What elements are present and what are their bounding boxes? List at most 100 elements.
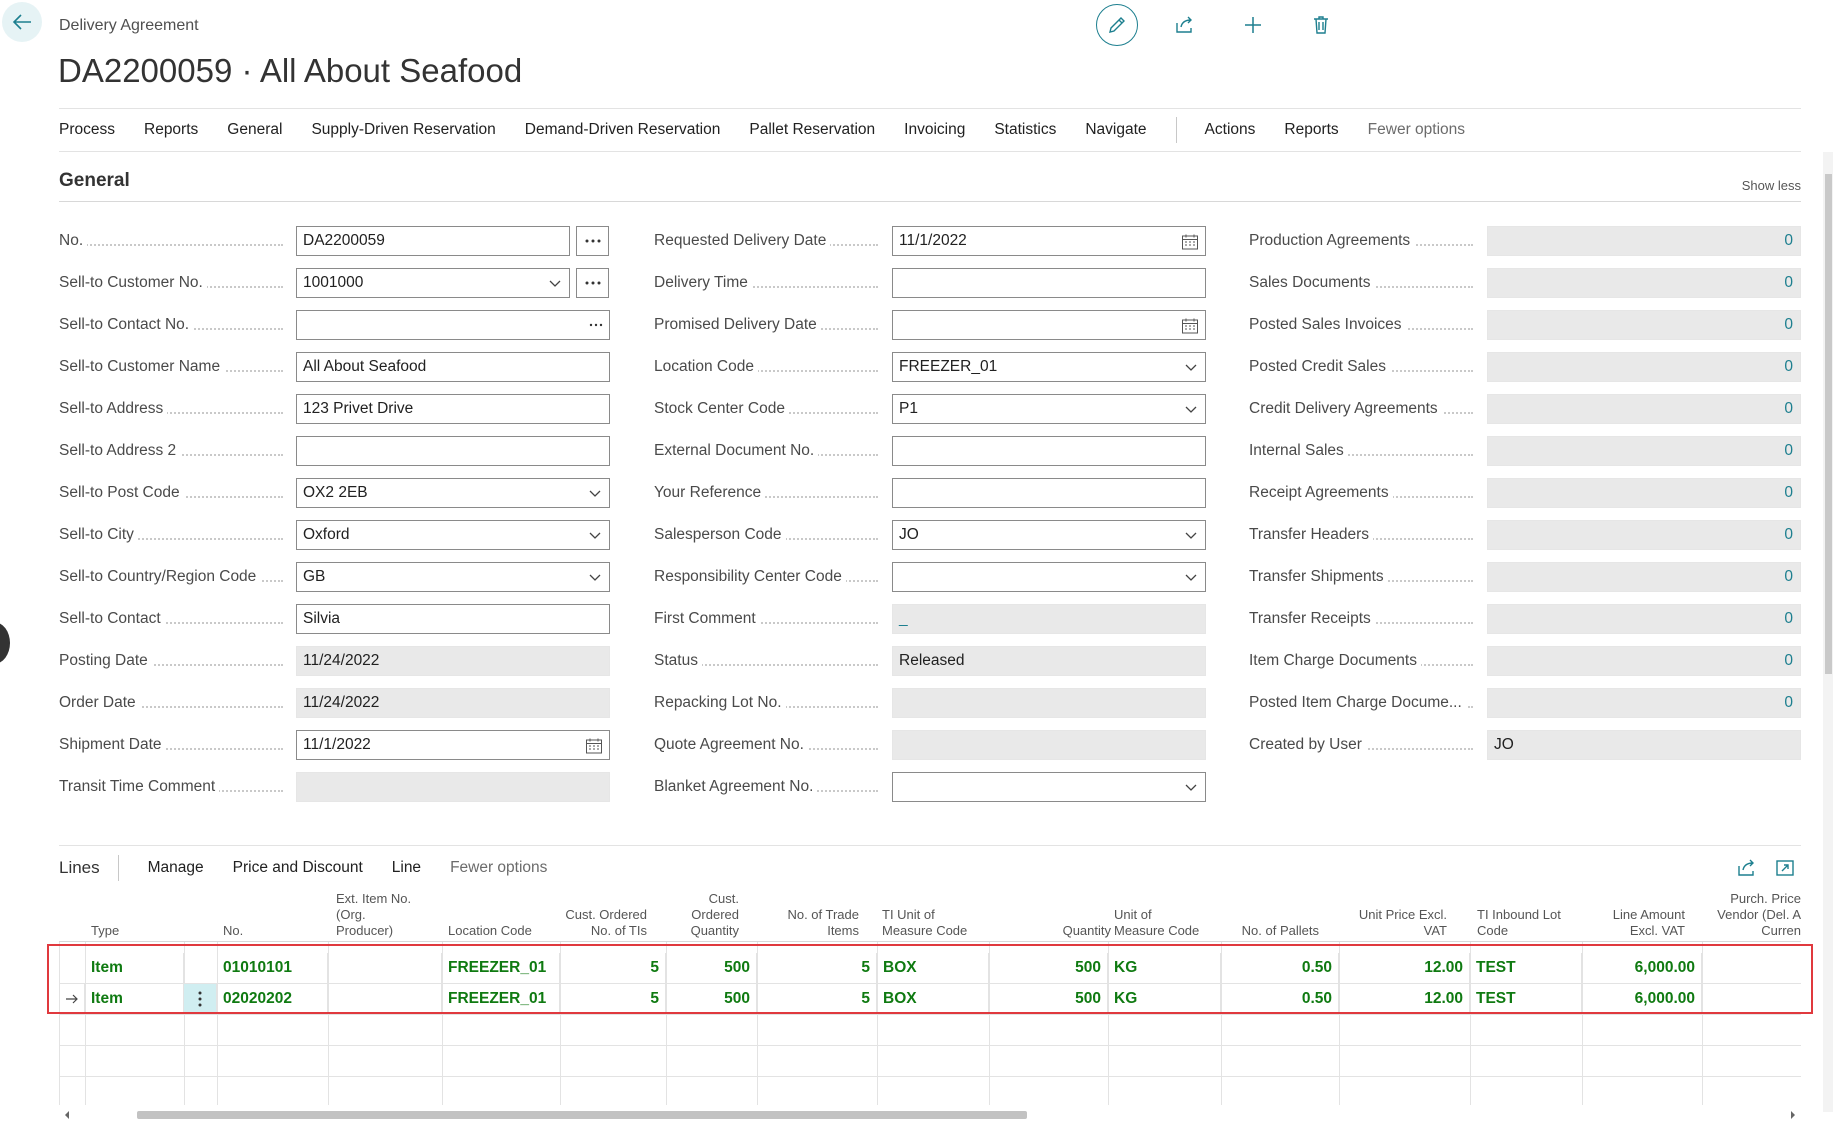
cell-unit-price[interactable]: 12.00: [1339, 953, 1470, 983]
cell-no-of-pallets[interactable]: 0.50: [1221, 984, 1339, 1014]
cell-location-code[interactable]: FREEZER_01: [442, 984, 560, 1014]
col-header-unit-of-measure[interactable]: Unit of Measure Code: [1114, 907, 1224, 939]
cell-unit-of-measure[interactable]: KG: [1108, 984, 1221, 1014]
menu-actions[interactable]: Actions: [1204, 121, 1256, 138]
cell-type[interactable]: Item: [85, 984, 184, 1014]
count-link[interactable]: 0: [1784, 568, 1793, 585]
your-reference-field[interactable]: [892, 478, 1206, 508]
col-header-no-of-pallets[interactable]: No. of Pallets: [1219, 923, 1319, 939]
lines-price-discount-menu[interactable]: Price and Discount: [232, 858, 363, 876]
cell-unit-of-measure[interactable]: KG: [1108, 953, 1221, 983]
delivery-time-field[interactable]: [892, 268, 1206, 298]
table-row[interactable]: Item 02020202 FREEZER_01 5 500 5 BOX 500…: [59, 984, 1801, 1015]
cell-ext-item-no[interactable]: [328, 984, 442, 1014]
cell-line-amount[interactable]: 6,000.00: [1582, 984, 1702, 1014]
cell-quantity[interactable]: 500: [989, 953, 1108, 983]
col-header-ti-inbound-lot[interactable]: TI Inbound Lot Code: [1477, 907, 1587, 939]
scroll-left-icon[interactable]: [63, 1110, 71, 1120]
col-header-unit-price[interactable]: Unit Price Excl. VAT: [1321, 907, 1447, 939]
sell-to-post-code-field[interactable]: OX2 2EB: [296, 478, 610, 508]
promised-delivery-date-field[interactable]: [892, 310, 1206, 340]
sell-to-contact-no-field[interactable]: [296, 310, 610, 340]
salesperson-code-field[interactable]: JO: [892, 520, 1206, 550]
sell-to-customer-name-field[interactable]: All About Seafood: [296, 352, 610, 382]
stock-center-code-field[interactable]: P1: [892, 394, 1206, 424]
scroll-right-icon[interactable]: [1789, 1110, 1797, 1120]
col-header-purch-price[interactable]: Purch. Price Vendor (Del. A Curren: [1699, 891, 1801, 939]
calendar-icon[interactable]: [1181, 233, 1199, 251]
menu-statistics[interactable]: Statistics: [994, 121, 1057, 138]
lines-manage-menu[interactable]: Manage: [147, 858, 204, 876]
share-icon[interactable]: [1737, 858, 1757, 878]
count-link[interactable]: 0: [1784, 694, 1793, 711]
vertical-scrollbar-thumb[interactable]: [1825, 174, 1832, 674]
menu-demand-driven-reservation[interactable]: Demand-Driven Reservation: [524, 121, 721, 138]
count-link[interactable]: 0: [1784, 652, 1793, 669]
cell-no[interactable]: 01010101: [217, 953, 328, 983]
count-link[interactable]: 0: [1784, 484, 1793, 501]
no-field[interactable]: DA2200059: [296, 226, 570, 256]
share-button[interactable]: [1164, 4, 1206, 46]
count-link[interactable]: 0: [1784, 274, 1793, 291]
responsibility-center-code-field[interactable]: [892, 562, 1206, 592]
cell-no-of-trade-items[interactable]: 5: [757, 984, 877, 1014]
count-link[interactable]: 0: [1784, 610, 1793, 627]
table-row-empty[interactable]: [59, 1015, 1801, 1046]
menu-navigate[interactable]: Navigate: [1085, 121, 1147, 138]
count-link[interactable]: 0: [1784, 400, 1793, 417]
sell-to-address-field[interactable]: 123 Privet Drive: [296, 394, 610, 424]
cell-unit-price[interactable]: 12.00: [1339, 984, 1470, 1014]
cell-ti-unit-of-measure[interactable]: BOX: [877, 984, 989, 1014]
menu-reports[interactable]: Reports: [144, 121, 199, 138]
cell-no[interactable]: 02020202: [217, 984, 328, 1014]
count-link[interactable]: 0: [1784, 442, 1793, 459]
lines-line-menu[interactable]: Line: [391, 858, 422, 876]
col-header-no-of-trade-items[interactable]: No. of Trade Items: [749, 907, 859, 939]
horizontal-scrollbar-thumb[interactable]: [137, 1111, 1027, 1119]
table-row-empty[interactable]: [59, 1077, 1801, 1105]
col-header-type[interactable]: Type: [91, 923, 171, 939]
requested-delivery-date-field[interactable]: 11/1/2022: [892, 226, 1206, 256]
location-code-field[interactable]: FREEZER_01: [892, 352, 1206, 382]
col-header-ti-unit-of-measure[interactable]: TI Unit of Measure Code: [882, 907, 992, 939]
count-link[interactable]: 0: [1784, 526, 1793, 543]
lines-section-title[interactable]: Lines: [59, 857, 100, 877]
general-section-title[interactable]: General: [59, 170, 130, 191]
cell-cust-ordered-tis[interactable]: 5: [560, 984, 666, 1014]
cell-location-code[interactable]: FREEZER_01: [442, 953, 560, 983]
delete-button[interactable]: [1300, 4, 1342, 46]
side-handle[interactable]: [0, 622, 10, 664]
expand-icon[interactable]: [1775, 858, 1795, 878]
menu-fewer-options[interactable]: Fewer options: [1367, 121, 1466, 138]
cell-ext-item-no[interactable]: [328, 953, 442, 983]
sell-to-contact-field[interactable]: Silvia: [296, 604, 610, 634]
count-link[interactable]: 0: [1784, 232, 1793, 249]
menu-pallet-reservation[interactable]: Pallet Reservation: [749, 121, 876, 138]
edit-button[interactable]: [1096, 4, 1138, 46]
new-button[interactable]: [1232, 4, 1274, 46]
cell-ti-inbound-lot[interactable]: TEST: [1470, 953, 1582, 983]
col-header-quantity[interactable]: Quantity: [1019, 923, 1111, 939]
menu-supply-driven-reservation[interactable]: Supply-Driven Reservation: [311, 121, 496, 138]
col-header-ext-item-no[interactable]: Ext. Item No. (Org. Producer): [336, 891, 436, 939]
menu-general[interactable]: General: [227, 121, 283, 138]
sell-to-address-2-field[interactable]: [296, 436, 610, 466]
calendar-icon[interactable]: [585, 737, 603, 755]
shipment-date-field[interactable]: 11/1/2022: [296, 730, 610, 760]
table-row[interactable]: Item 01010101 FREEZER_01 5 500 5 BOX 500…: [59, 953, 1801, 984]
cell-cust-ordered-tis[interactable]: 5: [560, 953, 666, 983]
sell-to-customer-no-field[interactable]: 1001000: [296, 268, 570, 298]
sell-to-country-field[interactable]: GB: [296, 562, 610, 592]
no-assist-button[interactable]: [576, 226, 609, 256]
cell-ti-inbound-lot[interactable]: TEST: [1470, 984, 1582, 1014]
calendar-icon[interactable]: [1181, 317, 1199, 335]
sell-to-city-field[interactable]: Oxford: [296, 520, 610, 550]
cell-ti-unit-of-measure[interactable]: BOX: [877, 953, 989, 983]
count-link[interactable]: 0: [1784, 358, 1793, 375]
cell-type[interactable]: Item: [85, 953, 184, 983]
lines-fewer-options[interactable]: Fewer options: [450, 858, 548, 876]
cell-no-of-trade-items[interactable]: 5: [757, 953, 877, 983]
menu-invoicing[interactable]: Invoicing: [904, 121, 966, 138]
vertical-scrollbar[interactable]: [1823, 152, 1833, 1112]
external-document-no-field[interactable]: [892, 436, 1206, 466]
